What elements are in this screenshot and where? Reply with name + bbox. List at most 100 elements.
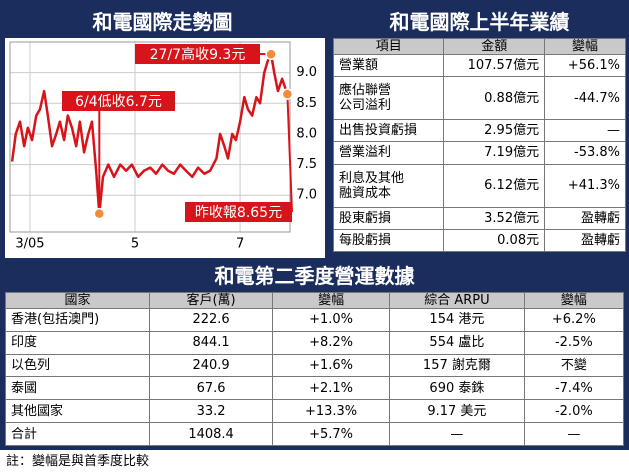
table-cell: 盈轉虧 <box>544 228 626 253</box>
table-cell: 盈轉虧 <box>544 206 626 230</box>
table-cell: 844.1 <box>149 330 274 355</box>
table-cell: +13.3% <box>272 399 391 424</box>
annotation: 6/4低收6.7元 <box>75 94 162 110</box>
table-cell: 3.52億元 <box>443 206 546 230</box>
table-header: 國家 客戶(萬) 變幅 綜合 ARPU 變幅 <box>4 292 625 309</box>
chart-title: 和電國際走勢圖 <box>92 10 233 34</box>
table-row: 利息及其他 融資成本 6.12億元 +41.3% <box>332 163 626 208</box>
table-cell: +6.2% <box>523 308 625 332</box>
table-cell: 157 謝克爾 <box>389 353 525 378</box>
table-cell: — <box>389 422 525 446</box>
x-tick-label: 7 <box>236 237 244 252</box>
table-cell: 240.9 <box>149 353 274 378</box>
operations-title: 和電第二季度營運數據 <box>214 264 415 288</box>
table-cell: +41.3% <box>544 163 626 208</box>
table-cell: — <box>544 119 626 143</box>
table-cell: 0.08元 <box>443 228 546 253</box>
x-tick-label: 5 <box>131 237 139 252</box>
table-cell: 營業溢利 <box>332 141 445 165</box>
table-cell: 7.19億元 <box>443 141 546 165</box>
table-cell: +5.7% <box>272 422 391 446</box>
header-cell: 變幅 <box>544 38 626 55</box>
table-cell: +1.0% <box>272 308 391 332</box>
header-cell: 客戶(萬) <box>149 292 274 309</box>
table-cell: 以色列 <box>4 353 151 378</box>
table-cell: 1408.4 <box>149 422 274 446</box>
table-row: 出售投資虧損 2.95億元 — <box>332 119 626 143</box>
table-cell: -2.5% <box>523 330 625 355</box>
table-body: 營業額 107.57億元 +56.1% 應佔聯營 公司溢利 0.88億元 -44.7% 出售… <box>332 53 626 253</box>
table-row: 以色列 240.9 +1.6% 157 謝克爾 不變 <box>4 353 625 378</box>
header-cell: 綜合 ARPU <box>389 292 525 309</box>
table-row: 其他國家 33.2 +13.3% 9.17 美元 -2.0% <box>4 399 625 424</box>
y-tick-label: 8.5 <box>296 96 317 111</box>
table-cell: 泰國 <box>4 376 151 401</box>
table-row: 泰國 67.6 +2.1% 690 泰銖 -7.4% <box>4 376 625 401</box>
results-table: 項目 金額 變幅 營業額 107.57億元 +56.1% 應佔聯營 公司溢利 0.88億元 -4… <box>332 38 626 253</box>
price-line <box>10 53 289 215</box>
table-row: 合計 1408.4 +5.7% — — <box>4 422 625 446</box>
table-row: 每股虧損 0.08元 盈轉虧 <box>332 228 626 253</box>
chart: 7.0 7.5 8.0 8.5 9.0 3/05 5 7 27/7高收9.3元 6/4低收6.7元… <box>5 38 325 258</box>
highlight-marker <box>281 88 294 100</box>
highlight-marker <box>265 48 277 61</box>
table-cell: 應佔聯營 公司溢利 <box>332 76 445 121</box>
table-cell: -2.0% <box>523 399 625 424</box>
table-cell: +8.2% <box>272 330 391 355</box>
operations-table: 國家 客戶(萬) 變幅 綜合 ARPU 變幅 香港(包括澳門) 222.6 +1.0% 154 … <box>4 292 625 446</box>
annotation: 27/7高收9.3元 <box>150 46 246 63</box>
table-row: 印度 844.1 +8.2% 554 盧比 -2.5% <box>4 330 625 355</box>
table-row: 香港(包括澳門) 222.6 +1.0% 154 港元 +6.2% <box>4 308 625 332</box>
annotation-box <box>62 91 175 111</box>
x-tick-label: 3/05 <box>15 237 44 252</box>
table-cell: 其他國家 <box>4 399 151 424</box>
table-cell: +56.1% <box>544 53 626 78</box>
table-cell: 6.12億元 <box>443 163 546 208</box>
header-cell: 變幅 <box>523 292 625 309</box>
table-cell: +1.6% <box>272 353 391 378</box>
table-row: 營業額 107.57億元 +56.1% <box>332 53 626 78</box>
table-cell: 33.2 <box>149 399 274 424</box>
table-cell: 每股虧損 <box>332 228 445 253</box>
table-row: 營業溢利 7.19億元 -53.8% <box>332 141 626 165</box>
table-cell: 合計 <box>4 422 151 446</box>
table-cell: 股東虧損 <box>332 206 445 230</box>
table-row: 應佔聯營 公司溢利 0.88億元 -44.7% <box>332 76 626 121</box>
y-tick-label: 7.5 <box>296 157 317 172</box>
table-cell: 0.88億元 <box>443 76 546 121</box>
header-cell: 項目 <box>332 38 445 55</box>
table-body: 香港(包括澳門) 222.6 +1.0% 154 港元 +6.2% 印度 844.1 +8.2… <box>4 308 625 446</box>
table-cell: -7.4% <box>523 376 625 401</box>
annotation-connector <box>286 94 293 213</box>
header-cell: 國家 <box>4 292 151 309</box>
table-cell: 154 港元 <box>389 308 525 332</box>
table-cell: +2.1% <box>272 376 391 401</box>
annotation: 昨收報8.65元 <box>195 205 282 221</box>
table-cell: 690 泰銖 <box>389 376 525 401</box>
table-cell: 2.95億元 <box>443 119 546 143</box>
table-cell: 香港(包括澳門) <box>4 308 151 332</box>
table-cell: 554 盧比 <box>389 330 525 355</box>
highlight-marker <box>93 207 106 220</box>
table-cell: 9.17 美元 <box>389 399 525 424</box>
y-tick-label: 9.0 <box>296 65 317 80</box>
y-tick-label: 8.0 <box>296 126 317 141</box>
table-cell: 不變 <box>523 353 625 378</box>
table-cell: 營業額 <box>332 53 445 78</box>
table-cell: 222.6 <box>149 308 274 332</box>
table-header: 項目 金額 變幅 <box>332 38 626 55</box>
header-row: 國家 客戶(萬) 變幅 綜合 ARPU 變幅 <box>4 292 625 309</box>
table-cell: 出售投資虧損 <box>332 119 445 143</box>
table-cell: 印度 <box>4 330 151 355</box>
header-cell: 金額 <box>443 38 546 55</box>
table-cell: 利息及其他 融資成本 <box>332 163 445 208</box>
header-cell: 變幅 <box>272 292 391 309</box>
table-cell: -53.8% <box>544 141 626 165</box>
table-cell: 107.57億元 <box>443 53 546 78</box>
table-row: 股東虧損 3.52億元 盈轉虧 <box>332 206 626 230</box>
table-cell: 67.6 <box>149 376 274 401</box>
annotation-box <box>185 202 292 222</box>
footnote: 註：變幅是與首季度比較 <box>0 450 629 476</box>
table-cell: -44.7% <box>544 76 626 121</box>
